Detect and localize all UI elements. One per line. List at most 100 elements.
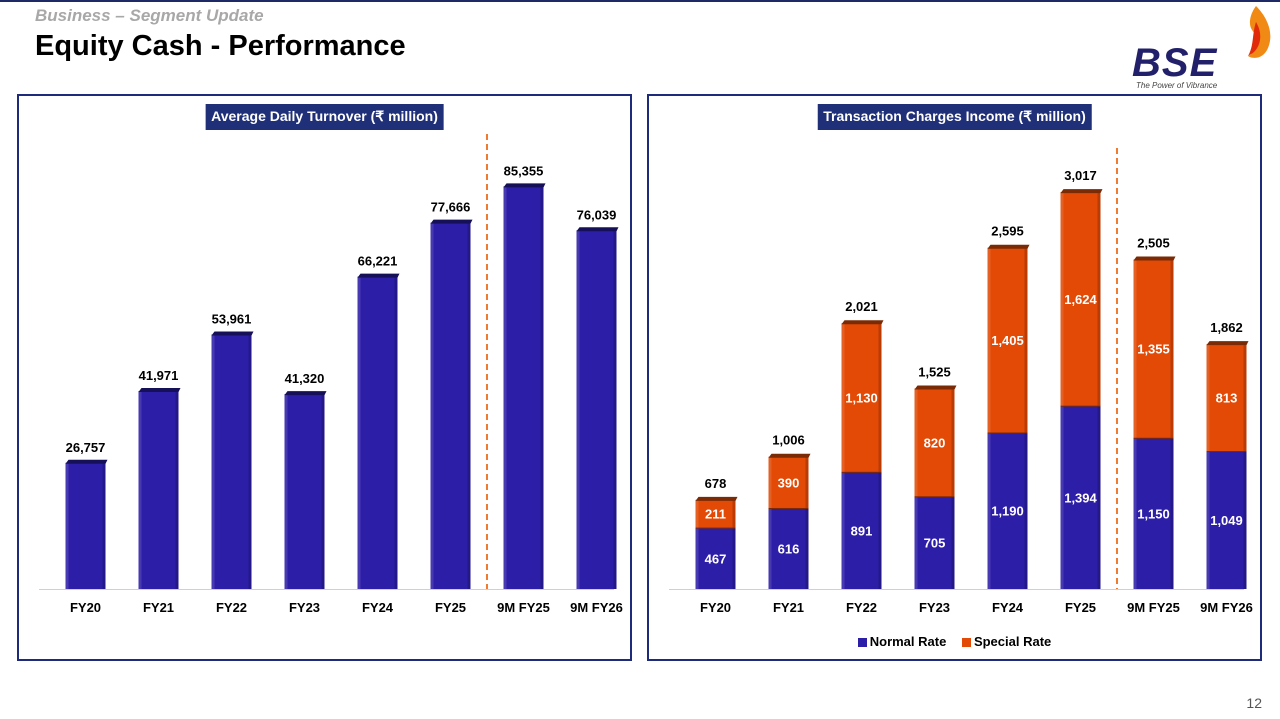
logo-text: BSE xyxy=(1132,41,1218,85)
special-rate-bar-cap xyxy=(1133,256,1176,261)
x-tick-label: FY21 xyxy=(143,600,174,615)
special-rate-bar xyxy=(695,499,736,528)
turnover-value-label: 76,039 xyxy=(577,207,617,222)
legend-normal-label: Normal Rate xyxy=(869,634,947,649)
normal-rate-label: 467 xyxy=(705,551,727,566)
special-rate-bar-cap xyxy=(987,244,1030,249)
normal-rate-bar xyxy=(987,432,1028,589)
turnover-bar-highlight xyxy=(357,276,361,589)
turnover-bar-shade xyxy=(613,230,617,589)
normal-rate-bar xyxy=(914,496,955,589)
normal-rate-label: 1,150 xyxy=(1137,506,1170,521)
special-rate-bar-highlight xyxy=(695,499,699,528)
turnover-value-label: 41,971 xyxy=(139,368,179,383)
turnover-bar-cap xyxy=(65,459,108,464)
normal-rate-bar-shade xyxy=(1170,437,1174,589)
normal-rate-bar-highlight xyxy=(1133,437,1137,589)
legend-special-label: Special Rate xyxy=(973,634,1052,649)
normal-rate-bar-shade xyxy=(951,496,955,589)
special-rate-bar-shade xyxy=(1024,247,1028,433)
x-tick-label: FY22 xyxy=(846,600,877,615)
special-rate-bar-shade xyxy=(1097,192,1101,406)
special-rate-bar-cap xyxy=(768,453,811,458)
special-rate-bar-highlight xyxy=(987,247,991,433)
x-tick-label: FY20 xyxy=(700,600,731,615)
turnover-bar-cap xyxy=(576,227,619,232)
x-tick-label: FY25 xyxy=(435,600,466,615)
normal-rate-bar xyxy=(1206,451,1247,589)
normal-rate-bar xyxy=(841,471,882,589)
turnover-value-label: 26,757 xyxy=(66,440,106,455)
special-rate-label: 390 xyxy=(778,475,800,490)
legend: Normal Rate Special Rate xyxy=(649,634,1260,649)
special-rate-bar-highlight xyxy=(1133,259,1137,438)
special-rate-bar-cap xyxy=(1060,189,1103,194)
special-rate-bar xyxy=(841,323,882,472)
turnover-bar-cap xyxy=(211,331,254,336)
normal-rate-label: 705 xyxy=(924,536,946,551)
charges-chart-title: Transaction Charges Income (₹ million) xyxy=(817,104,1092,130)
turnover-chart: 26,757 41,971 53,961 41,320 66,221 77,666 85,3… xyxy=(39,134,623,615)
special-rate-bar xyxy=(768,456,809,508)
turnover-value-label: 66,221 xyxy=(358,254,398,269)
normal-rate-bar-highlight xyxy=(841,471,845,589)
special-rate-bar-highlight xyxy=(1060,192,1064,406)
special-rate-bar-cap xyxy=(914,385,957,390)
turnover-bar-highlight xyxy=(65,462,69,589)
x-tick-label: FY25 xyxy=(1065,600,1096,615)
turnover-bar-cap xyxy=(503,183,546,188)
flame-inner-icon xyxy=(1248,22,1261,56)
turnover-bar xyxy=(357,276,398,589)
special-rate-bar-cap xyxy=(841,320,884,325)
special-rate-bar-shade xyxy=(732,499,736,528)
normal-rate-label: 1,190 xyxy=(991,504,1024,519)
normal-rate-bar xyxy=(768,507,809,589)
turnover-bar xyxy=(65,462,106,589)
x-tick-label: 9M FY25 xyxy=(497,600,550,615)
turnover-bar xyxy=(430,222,471,589)
turnover-bar-highlight xyxy=(138,391,142,589)
normal-rate-bar-highlight xyxy=(987,432,991,589)
section-subtitle: Business – Segment Update xyxy=(35,6,264,25)
turnover-bar-shade xyxy=(467,222,471,589)
turnover-bar-highlight xyxy=(503,186,507,589)
normal-rate-label: 616 xyxy=(778,541,800,556)
x-tick-label: FY23 xyxy=(289,600,320,615)
legend-special-swatch xyxy=(961,638,971,647)
x-tick-label: FY24 xyxy=(362,600,394,615)
total-value-label: 2,021 xyxy=(845,299,878,314)
special-rate-bar-cap xyxy=(695,496,738,501)
special-rate-bar-shade xyxy=(1243,344,1247,452)
x-tick-label: FY21 xyxy=(773,600,804,615)
x-tick-label: FY20 xyxy=(70,600,101,615)
total-value-label: 1,006 xyxy=(772,433,805,448)
turnover-value-label: 41,320 xyxy=(285,371,325,386)
turnover-bar-cap xyxy=(138,388,181,393)
charges-panel: Transaction Charges Income (₹ million) 4… xyxy=(647,94,1262,661)
normal-rate-bar-shade xyxy=(878,471,882,589)
legend-normal-rate: Normal Rate xyxy=(857,634,947,649)
special-rate-bar-highlight xyxy=(841,323,845,472)
total-value-label: 2,595 xyxy=(991,224,1024,239)
normal-rate-bar-shade xyxy=(1097,405,1101,589)
special-rate-bar xyxy=(914,388,955,497)
special-rate-label: 820 xyxy=(924,435,946,450)
normal-rate-bar-highlight xyxy=(914,496,918,589)
special-rate-bar-shade xyxy=(805,456,809,508)
normal-rate-bar-shade xyxy=(805,507,809,589)
total-value-label: 678 xyxy=(705,476,727,491)
turnover-bar xyxy=(503,186,544,589)
special-rate-bar xyxy=(987,247,1028,433)
charges-chart: 467 211 678 616 390 1,006 891 1,130 2,021 705 820 1… xyxy=(669,148,1253,615)
turnover-panel: Average Daily Turnover (₹ million) 26,75… xyxy=(17,94,632,661)
total-value-label: 2,505 xyxy=(1137,236,1170,251)
normal-rate-label: 1,049 xyxy=(1210,513,1243,528)
legend-normal-swatch xyxy=(857,638,867,647)
total-value-label: 1,525 xyxy=(918,364,951,379)
special-rate-bar-shade xyxy=(878,323,882,472)
special-rate-label: 813 xyxy=(1216,391,1238,406)
special-rate-label: 211 xyxy=(705,507,726,522)
normal-rate-bar xyxy=(695,527,736,589)
special-rate-bar xyxy=(1060,192,1101,406)
top-rule xyxy=(0,0,1280,2)
